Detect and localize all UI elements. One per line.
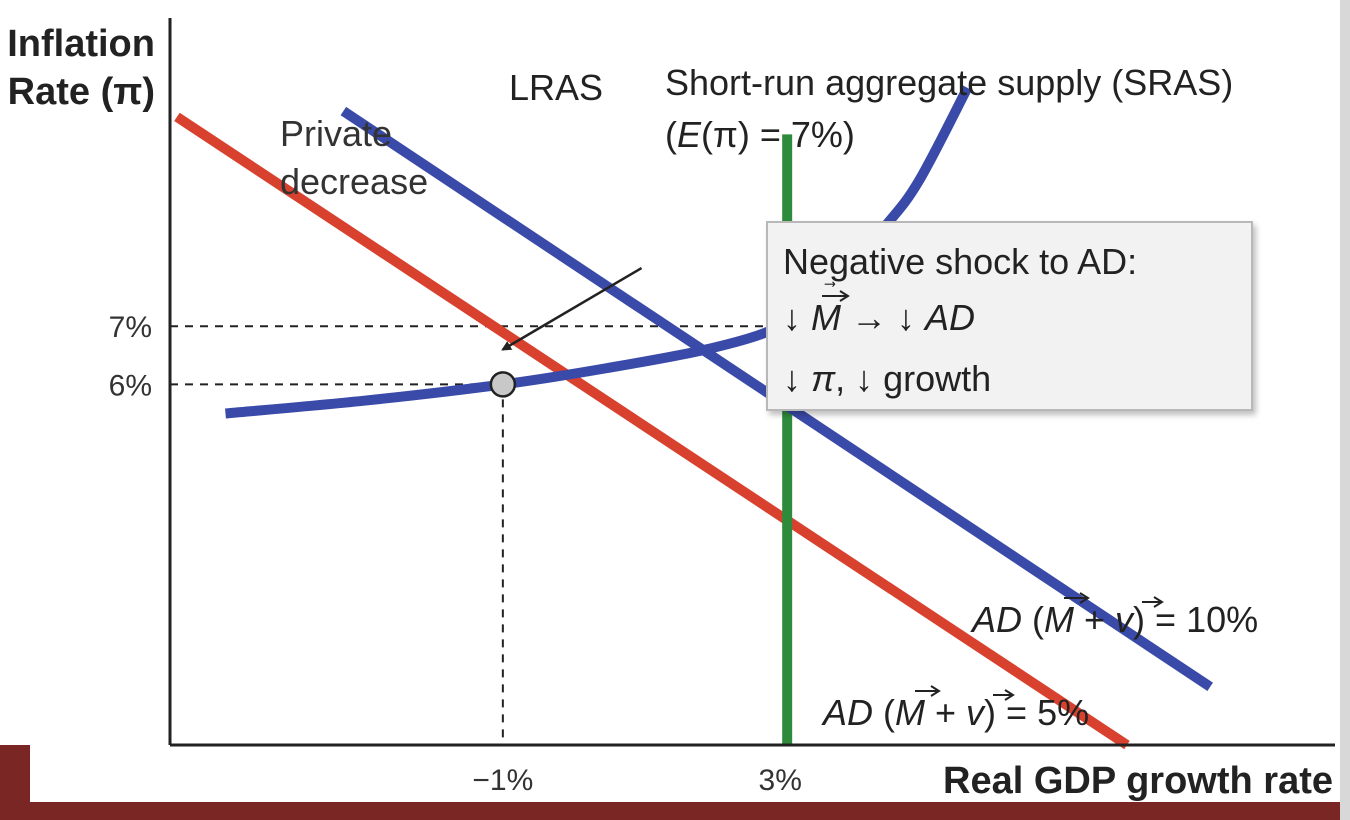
- guide-lines: [170, 325, 788, 745]
- equilibrium-point-0: [489, 371, 517, 398]
- box-m-vector-head: [839, 290, 850, 302]
- shock-box-line2: ↓ M → ↓ AD: [783, 297, 975, 338]
- ad-low-label: AD (M + v) = 5%: [821, 692, 1089, 733]
- shock-box: Negative shock to AD: ↓ M → ↓ AD ⃗ ↓ π, …: [766, 221, 1253, 411]
- private-decrease-line1: Private: [280, 113, 392, 154]
- series-ad-low-line: [174, 112, 1130, 750]
- footer-label-backing: [30, 745, 1340, 802]
- ad-high-label: AD (M + v) = 10%: [970, 599, 1258, 640]
- ad-low-m-vector-head: [930, 685, 941, 697]
- y-tick-label-0: 7%: [109, 311, 152, 344]
- window-edge: [1340, 0, 1350, 820]
- sras-label: Short-run aggregate supply (SRAS): [665, 62, 1233, 103]
- shock-box-line3: ↓ π, ↓ growth: [783, 358, 991, 399]
- y-axis-label-line2: Rate (π): [8, 71, 155, 113]
- ad-high-m-vector-head: [1079, 592, 1090, 604]
- x-tick-label-0: −1%: [472, 764, 533, 797]
- intersection-points: [489, 371, 517, 398]
- ad-high-v-vector-head: [1153, 596, 1164, 608]
- private-decrease-arrow: [501, 267, 643, 351]
- shock-box-frame: [766, 221, 1253, 411]
- x-axis-label: Real GDP growth rate: [943, 760, 1333, 802]
- series-sras-line: [225, 85, 972, 419]
- lras-label: LRAS: [509, 67, 603, 108]
- y-tick-label-1: 6%: [109, 369, 152, 402]
- y-axis-label-line1: Inflation: [7, 23, 155, 65]
- sras-subtitle: (E(π) = 7%): [665, 114, 855, 155]
- tick-labels: 7% 6% −1% 3%: [109, 311, 802, 797]
- private-decrease-line2: decrease: [280, 161, 428, 202]
- x-tick-label-1: 3%: [759, 764, 802, 797]
- shock-box-line1: Negative shock to AD:: [783, 241, 1137, 282]
- ad-low-v-vector-head: [1004, 689, 1015, 701]
